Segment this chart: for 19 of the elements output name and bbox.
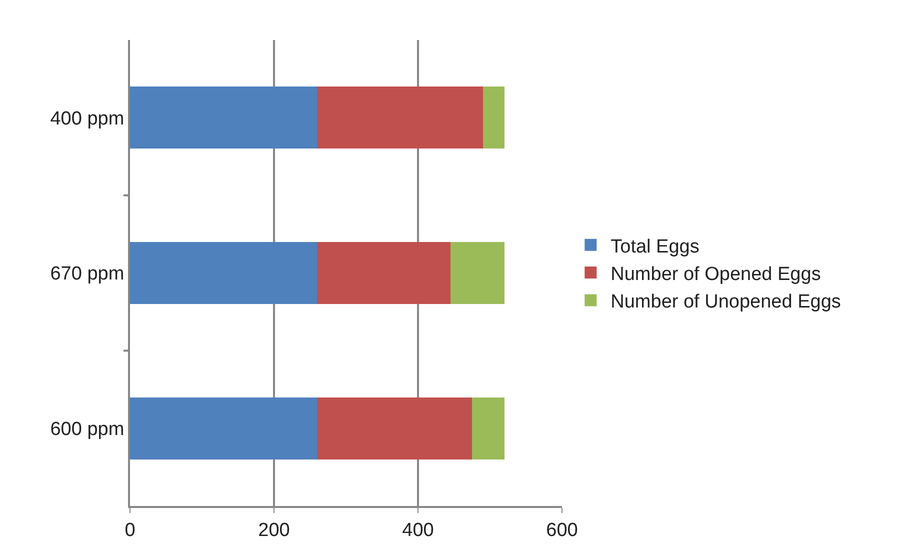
x-tick-label: 200 [258, 520, 290, 541]
bar [450, 242, 504, 304]
x-tick-label: 400 [402, 520, 434, 541]
x-tick-label: 0 [124, 520, 136, 541]
bar [482, 86, 504, 149]
legend-label: Number of Unopened Eggs [610, 292, 841, 313]
bar [130, 397, 318, 460]
legend-label: Total Eggs [610, 236, 700, 258]
bar [472, 397, 504, 460]
bar [317, 397, 472, 460]
bar [317, 86, 483, 149]
y-tick-label: 670 ppm [50, 264, 124, 285]
bar [130, 242, 318, 304]
legend-label: Number of Opened Eggs [610, 264, 821, 285]
y-tick-label: 600 ppm [50, 418, 124, 440]
x-tick-label: 600 [546, 520, 578, 541]
y-tick-label: 400 ppm [50, 108, 124, 130]
bar [317, 242, 450, 304]
bar [130, 86, 318, 149]
